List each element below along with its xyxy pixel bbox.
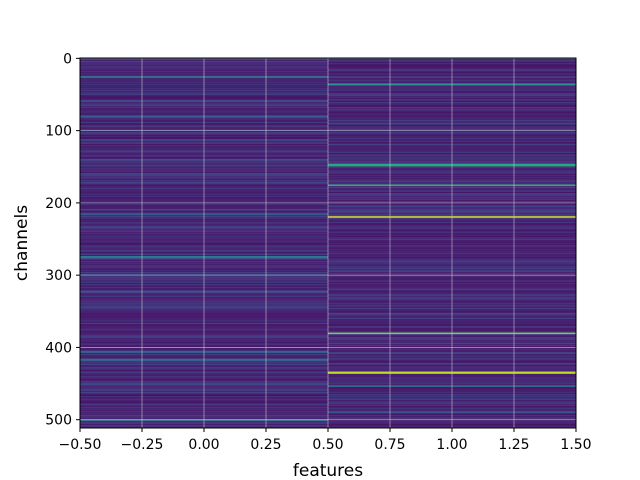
x-axis-label: features <box>293 461 363 480</box>
y-tick-label: 400 <box>45 340 72 356</box>
x-tick-label: 0.50 <box>312 437 343 453</box>
x-tick-label: −0.25 <box>121 437 164 453</box>
x-axis-ticks: −0.50 −0.25 0.00 0.25 0.50 0.75 1.00 1.25 1.50 <box>59 428 592 453</box>
x-tick-label: −0.50 <box>59 437 102 453</box>
y-tick-label: 100 <box>45 124 72 140</box>
x-tick-label: 0.75 <box>374 437 405 453</box>
y-tick-label: 500 <box>45 413 72 429</box>
x-tick-label: 1.50 <box>560 437 591 453</box>
y-tick-label: 0 <box>63 51 72 67</box>
y-tick-label: 300 <box>45 268 72 284</box>
y-axis-label: channels <box>12 205 32 281</box>
y-tick-label: 200 <box>45 196 72 212</box>
x-tick-label: 0.00 <box>188 437 219 453</box>
x-tick-label: 1.00 <box>436 437 467 453</box>
x-tick-label: 0.25 <box>250 437 281 453</box>
x-tick-label: 1.25 <box>498 437 529 453</box>
y-axis-ticks: 0 100 200 300 400 500 <box>45 51 80 429</box>
